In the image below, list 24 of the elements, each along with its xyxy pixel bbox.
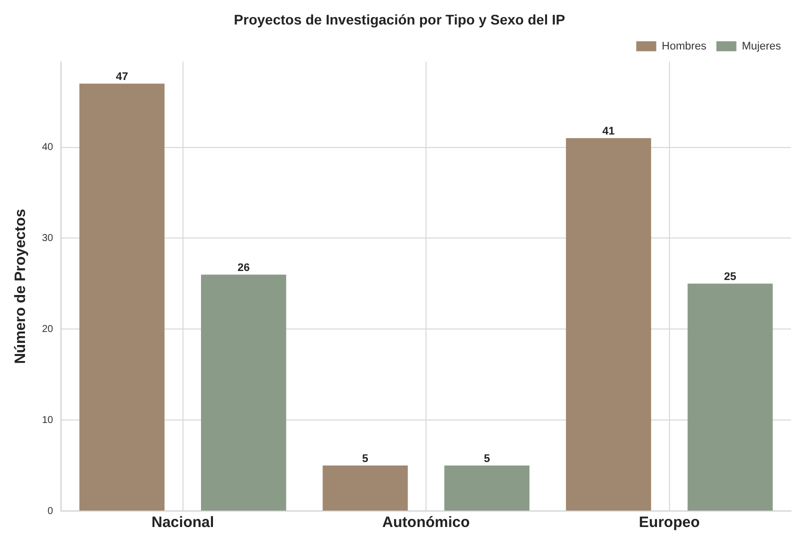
chart-title: Proyectos de Investigación por Tipo y Sexo del IP bbox=[234, 11, 566, 28]
data-label: 47 bbox=[116, 71, 128, 84]
bar bbox=[201, 274, 286, 510]
bar bbox=[444, 466, 530, 510]
bar bbox=[688, 284, 773, 510]
y-tick-label: 10 bbox=[42, 414, 54, 426]
data-label: 5 bbox=[484, 453, 490, 466]
legend-label: Hombres bbox=[662, 40, 707, 52]
data-label: 41 bbox=[602, 126, 615, 138]
x-tick-label: Europeo bbox=[638, 514, 700, 532]
y-tick-label: 30 bbox=[42, 232, 54, 244]
data-label: 5 bbox=[362, 453, 368, 466]
data-label: 26 bbox=[237, 262, 250, 274]
x-tick-label: Nacional bbox=[152, 514, 214, 532]
y-tick-label: 20 bbox=[42, 324, 54, 335]
y-axis-title: Número de Proyectos bbox=[12, 208, 30, 364]
y-tick-label: 40 bbox=[42, 142, 54, 154]
legend-label: Mujeres bbox=[742, 40, 782, 52]
bar bbox=[79, 84, 165, 510]
y-tick-label: 0 bbox=[48, 506, 54, 517]
data-label: 25 bbox=[724, 271, 736, 284]
x-tick-label: Autonómico bbox=[382, 514, 470, 532]
bar bbox=[566, 138, 652, 510]
bar bbox=[322, 466, 408, 510]
